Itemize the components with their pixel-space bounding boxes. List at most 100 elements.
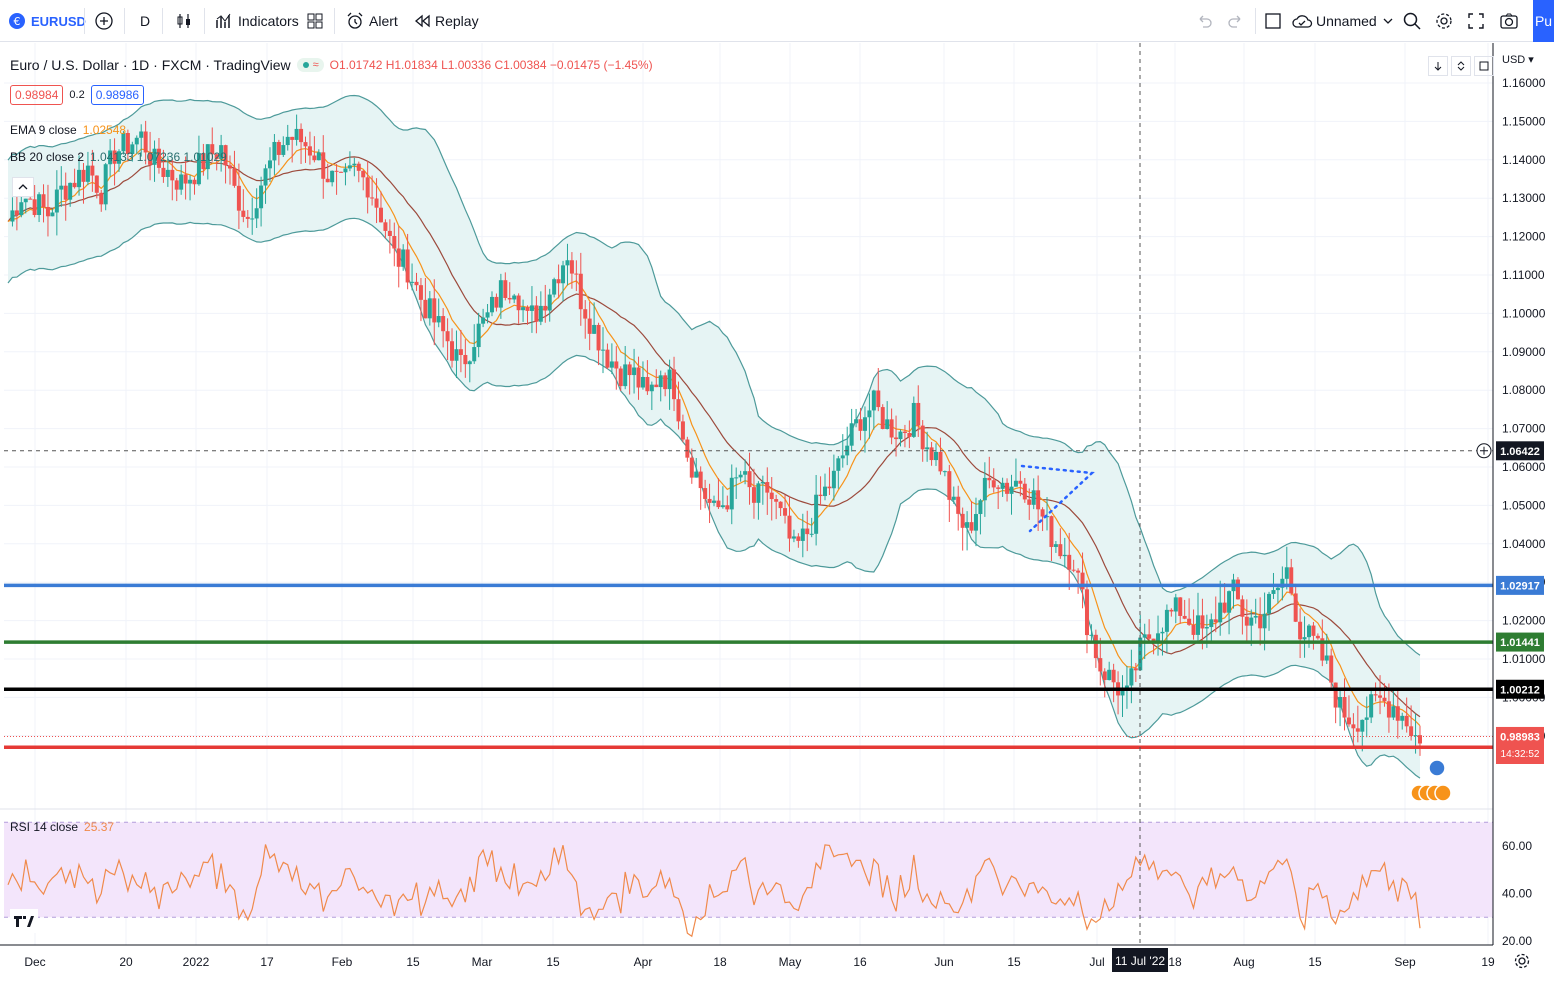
candle-body <box>774 499 779 502</box>
candle-body <box>32 199 37 215</box>
templates-button[interactable] <box>306 0 324 42</box>
candle-body <box>214 154 219 159</box>
sell-button[interactable]: 0.98984 <box>10 85 64 105</box>
candle-body <box>747 471 752 488</box>
candle-body <box>1306 625 1311 638</box>
candle-body <box>978 500 983 515</box>
candle-body <box>672 369 677 400</box>
candle-body <box>1031 490 1036 505</box>
candle-body <box>205 144 210 170</box>
candle-body <box>481 317 486 324</box>
candle-body <box>454 349 459 361</box>
ema-label: EMA 9 close <box>10 123 77 137</box>
symbol-search-button[interactable]: € EURUSD <box>8 0 86 42</box>
search-button[interactable] <box>1402 0 1422 42</box>
candle-body <box>1373 694 1378 696</box>
indicators-label: Indicators <box>238 13 299 29</box>
publish-button[interactable]: Pu <box>1533 0 1554 42</box>
candle-body <box>836 458 841 471</box>
candle-body <box>1111 669 1116 683</box>
candle-body <box>1267 593 1272 614</box>
time-tick-label: Aug <box>1233 955 1254 969</box>
legend-title-row: Euro / U.S. Dollar · 1D · FXCM · Trading… <box>10 57 653 73</box>
candle-body <box>59 185 64 190</box>
candle-body <box>307 146 312 156</box>
candle-body <box>458 349 463 355</box>
snapshot-button[interactable] <box>1499 0 1519 42</box>
compare-button[interactable] <box>94 0 114 42</box>
scroll-down-icon[interactable] <box>1428 56 1448 76</box>
candle-body <box>862 417 867 431</box>
fullscreen-button[interactable] <box>1467 0 1485 42</box>
candle-body <box>756 483 761 503</box>
layout-select-button[interactable] <box>1264 0 1282 42</box>
reset-pane-icon[interactable] <box>1474 56 1494 76</box>
level-price-label: 1.01441 <box>1500 637 1540 649</box>
candle-body <box>259 185 264 209</box>
candle-body <box>712 500 716 503</box>
candle-body <box>680 421 685 440</box>
replay-button[interactable]: Replay <box>413 0 479 42</box>
candle-body <box>414 281 419 286</box>
candle-body <box>916 402 921 426</box>
settings-button[interactable] <box>1434 0 1454 42</box>
candle-body <box>1129 668 1134 686</box>
candle-body <box>703 488 708 499</box>
euro-flag-icon: € <box>8 12 26 30</box>
candle-body <box>383 222 388 231</box>
candle-body <box>1187 618 1192 625</box>
price-chart[interactable]: 1.16000 1.15000 1.14000 1.13000 1.12000 1.110… <box>0 43 1554 984</box>
candle-body <box>219 145 224 159</box>
price-tick-label: 1.10000 <box>1502 306 1546 320</box>
redo-button[interactable] <box>1227 0 1245 42</box>
candle-body <box>1022 483 1027 500</box>
indicators-button[interactable]: Indicators <box>214 0 299 42</box>
currency-selector[interactable]: USD ▾ <box>1502 53 1534 66</box>
time-tick-label: 19 <box>1481 955 1495 969</box>
candle-body <box>77 169 82 188</box>
price-tick-label: 1.16000 <box>1502 76 1546 90</box>
candle-body <box>423 299 428 319</box>
candle-body <box>103 164 108 205</box>
rsi-tick-label: 60.00 <box>1502 839 1532 853</box>
time-tick-label: 16 <box>853 955 867 969</box>
candle-body <box>81 169 86 182</box>
candle-body <box>108 150 113 165</box>
candle-body <box>791 536 796 539</box>
candle-body <box>281 145 286 155</box>
chart-area[interactable]: 1.16000 1.15000 1.14000 1.13000 1.12000 1.110… <box>0 43 1554 984</box>
tradingview-logo[interactable] <box>10 909 38 933</box>
axis-settings-button[interactable] <box>1513 952 1531 975</box>
candle-body <box>174 180 179 190</box>
candle-body <box>1062 554 1067 557</box>
candle-body <box>1333 682 1338 708</box>
chart-type-button[interactable] <box>174 0 194 42</box>
candle-body <box>698 471 703 489</box>
bb-legend[interactable]: BB 20 close 2 1.04133 1.07236 1.01029 <box>10 150 227 164</box>
level-price-label: 1.00212 <box>1500 684 1540 696</box>
save-layout-button[interactable]: Unnamed <box>1291 0 1393 42</box>
candle-body <box>1289 567 1294 594</box>
buy-button[interactable]: 0.98986 <box>90 85 145 105</box>
candle-body <box>19 202 24 216</box>
candle-body <box>969 522 974 531</box>
maximize-pane-icon[interactable] <box>1451 56 1471 76</box>
triangle-pattern <box>1020 464 1095 533</box>
candle-body <box>1093 634 1098 659</box>
bollinger-upper-band <box>7 94 1421 656</box>
candle-body <box>596 324 601 351</box>
undo-button[interactable] <box>1195 0 1213 42</box>
chevron-down-icon <box>1383 16 1393 26</box>
candle-body <box>880 407 885 429</box>
collapse-legend-button[interactable] <box>12 177 34 197</box>
candle-body <box>467 361 472 365</box>
rsi-legend[interactable]: RSI 14 close 25.37 <box>10 820 114 834</box>
interval-button[interactable]: D <box>140 0 150 42</box>
candle-body <box>401 249 406 267</box>
candle-body <box>543 305 548 311</box>
candle-body <box>374 198 379 208</box>
candle-body <box>179 174 184 190</box>
candle-body <box>947 471 952 500</box>
ema-legend[interactable]: EMA 9 close 1.02548 <box>10 123 126 137</box>
alert-button[interactable]: Alert <box>345 0 398 42</box>
